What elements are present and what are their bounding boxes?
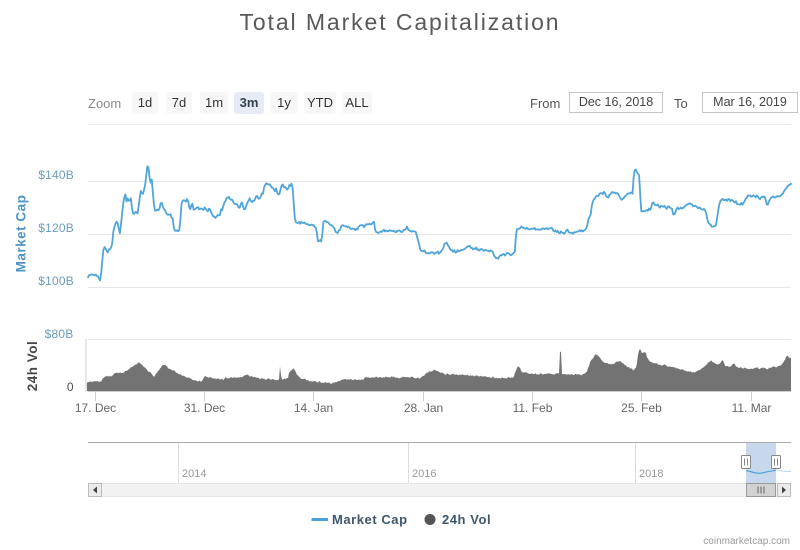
svg-text:25. Feb: 25. Feb [621, 401, 662, 415]
svg-text:28. Jan: 28. Jan [404, 401, 443, 415]
svg-text:2016: 2016 [412, 468, 436, 480]
svg-text:2014: 2014 [182, 468, 206, 480]
svg-text:14. Jan: 14. Jan [294, 401, 333, 415]
svg-text:24h Vol: 24h Vol [25, 341, 40, 392]
svg-text:$80B: $80B [45, 327, 74, 341]
svg-text:17. Dec: 17. Dec [75, 401, 116, 415]
svg-text:$140B: $140B [38, 168, 74, 182]
svg-text:11. Feb: 11. Feb [513, 401, 553, 415]
svg-text:$100B: $100B [38, 274, 74, 288]
svg-text:11. Mar: 11. Mar [732, 401, 772, 415]
svg-text:31. Dec: 31. Dec [184, 401, 225, 415]
svg-text:$120B: $120B [38, 221, 74, 235]
svg-text:2018: 2018 [639, 468, 663, 480]
svg-text:0: 0 [67, 380, 74, 394]
svg-text:Market Cap: Market Cap [14, 195, 29, 273]
